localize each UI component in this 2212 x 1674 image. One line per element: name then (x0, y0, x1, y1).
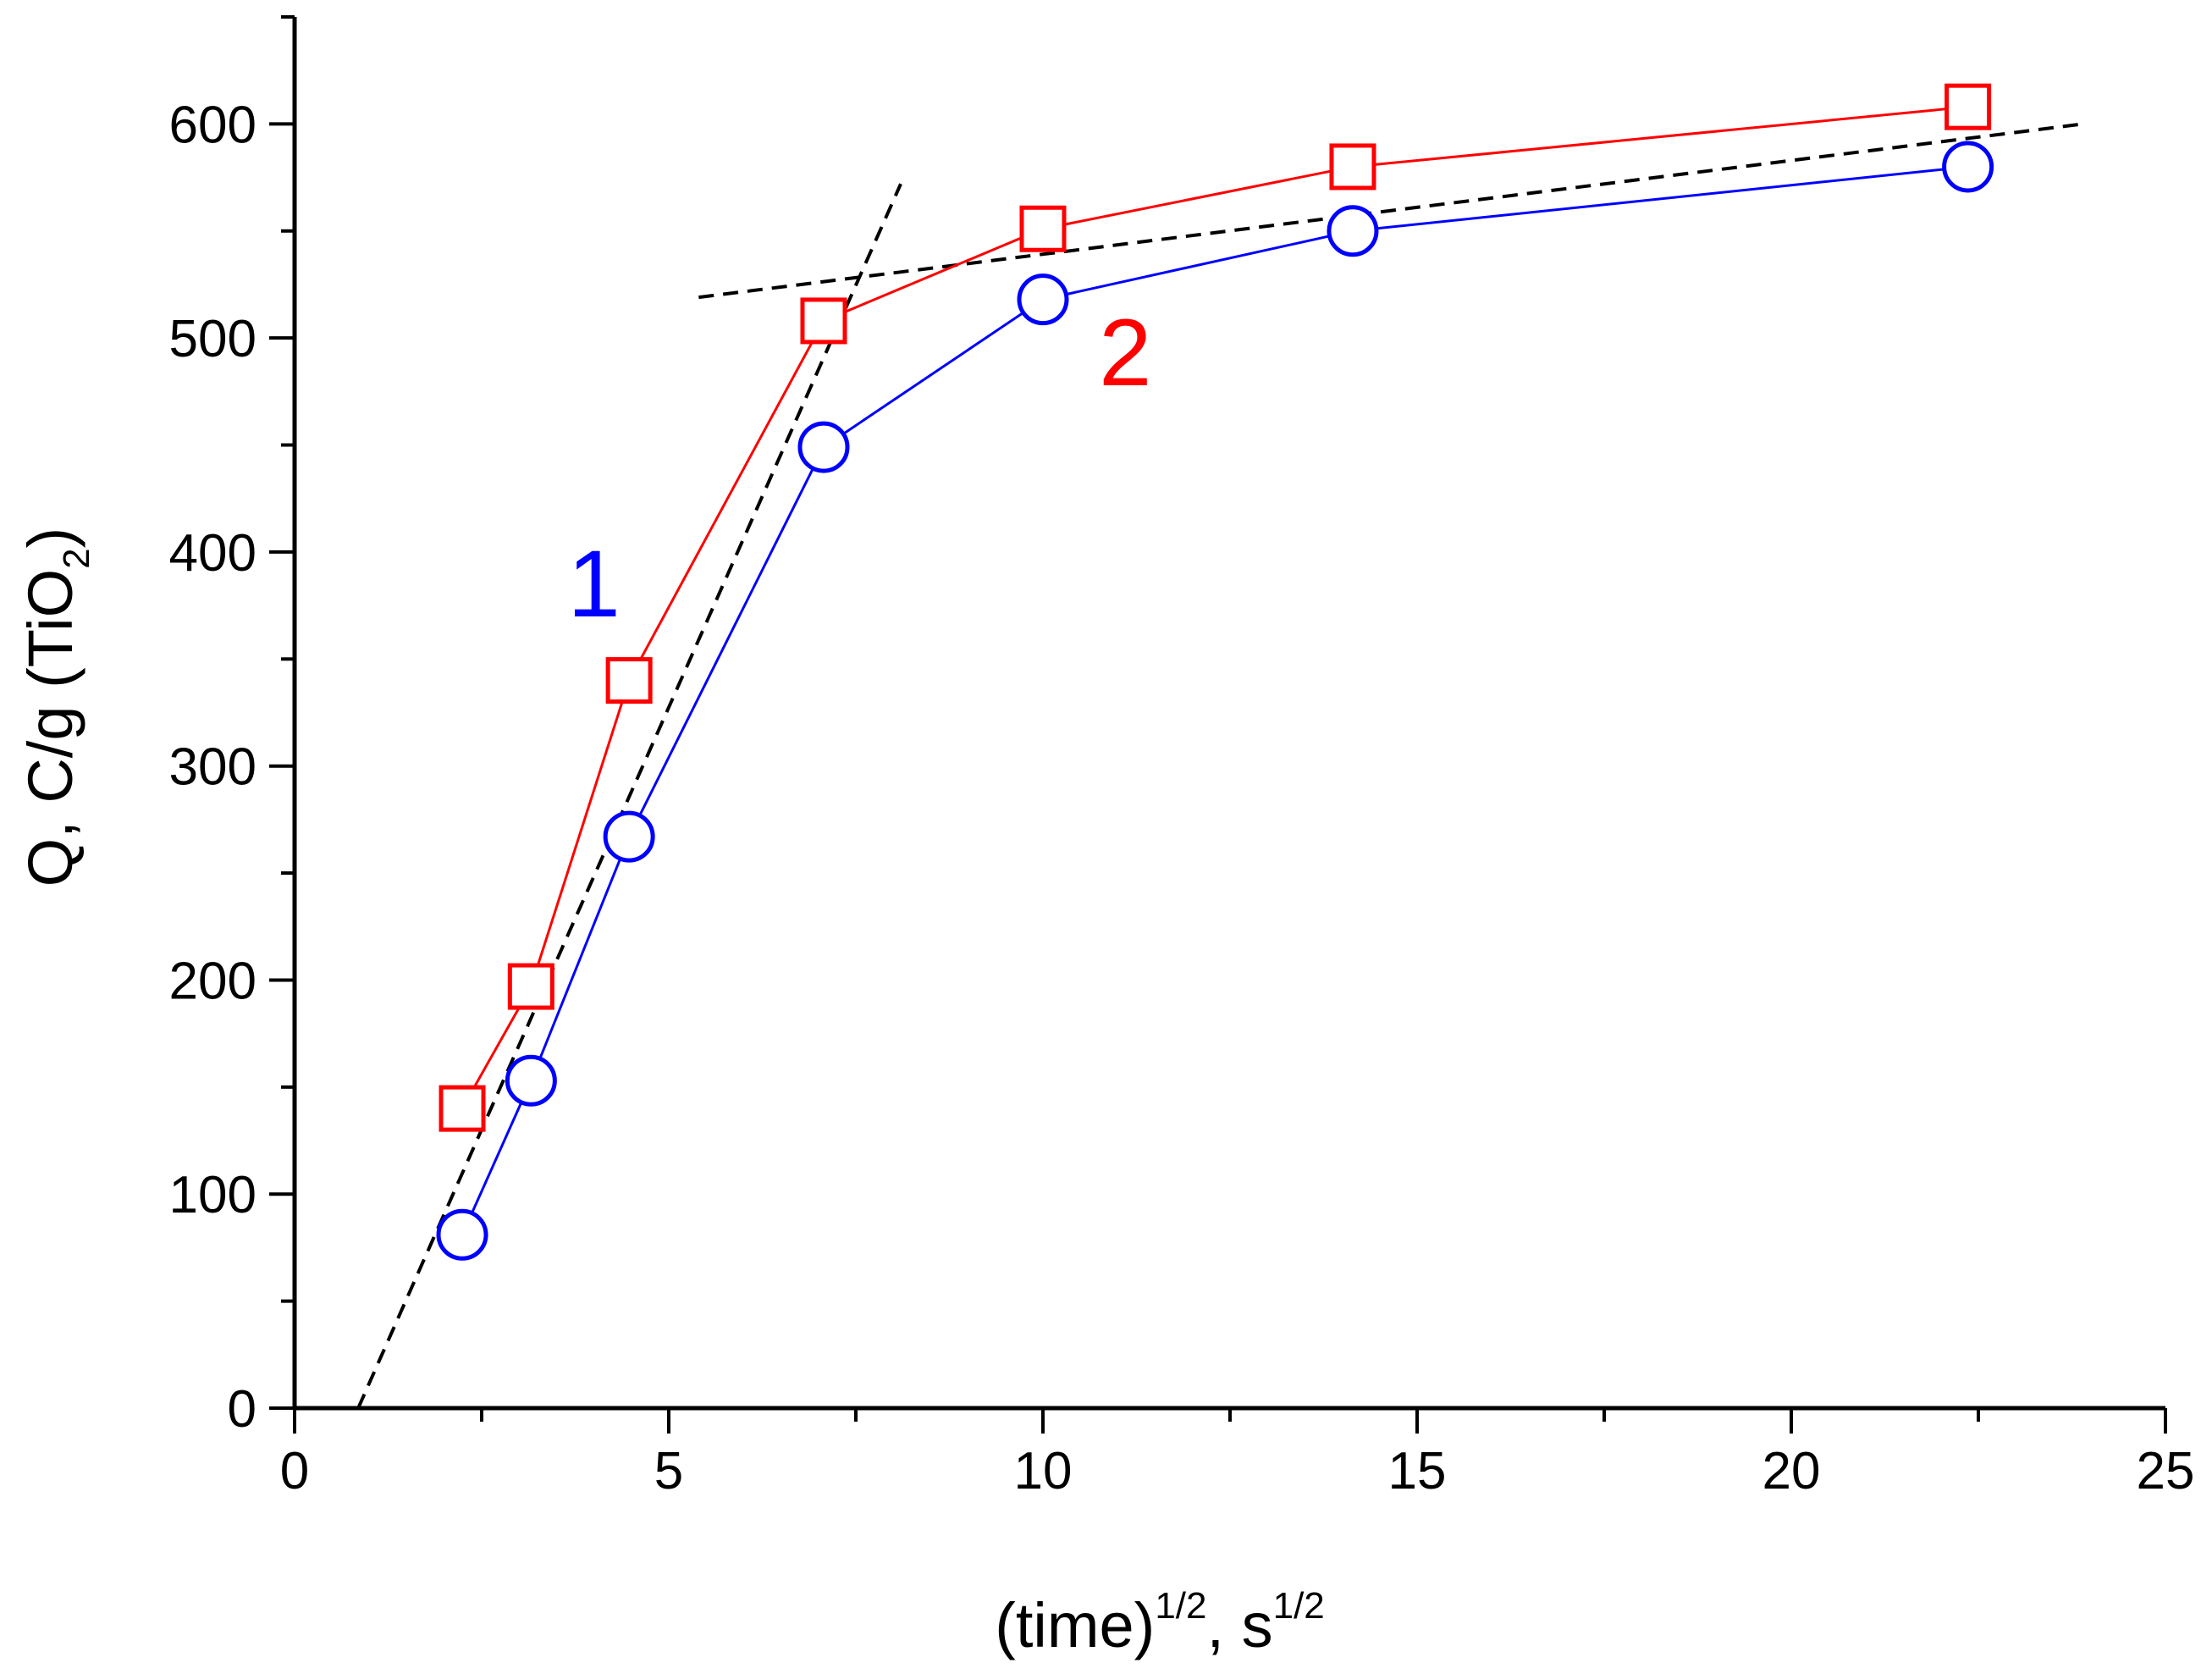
series-1-point (1017, 273, 1069, 326)
x-axis-title-sup1: 1/2 (1155, 1585, 1206, 1627)
x-axis-title-sep: , s (1206, 1590, 1272, 1660)
series-1-point (603, 810, 655, 863)
series-2-point (507, 963, 554, 1010)
series-2-point (1944, 83, 1992, 130)
series-2-point (439, 1085, 486, 1132)
x-tick-label: 20 (1762, 1442, 1821, 1500)
y-tick-label: 100 (169, 1166, 257, 1224)
x-axis-title-sup2: 1/2 (1273, 1585, 1325, 1627)
x-tick-label: 15 (1388, 1442, 1447, 1500)
ticks (269, 15, 2167, 1434)
series-1-line (461, 165, 1968, 1235)
x-tick-label: 10 (1014, 1442, 1073, 1500)
y-axis-title-sub: 2 (56, 548, 97, 568)
fit-lines (356, 122, 2084, 1409)
initial-slope-fit-line (356, 183, 902, 1409)
series-1-point (505, 1054, 557, 1107)
x-tick-label: 25 (2137, 1442, 2195, 1500)
series-1-point (797, 421, 850, 473)
series-1-point (1942, 141, 1994, 193)
series-1-point (1327, 205, 1379, 257)
y-tick-label: 500 (169, 310, 257, 368)
series-2-label: 2 (1099, 300, 1151, 406)
tick-labels: 0 5 10 15 20 25 0 100 200 300 400 500 600 (169, 96, 2195, 1500)
plateau-fit-line (698, 122, 2084, 300)
series-2-point (1329, 143, 1376, 191)
series-2-point (1019, 205, 1067, 252)
x-axis-title: (time)1/2, s1/2 (995, 1585, 1325, 1660)
series-2-line (461, 105, 1968, 1109)
axes (292, 17, 2165, 1411)
x-tick-label: 0 (280, 1442, 309, 1500)
y-tick-label: 300 (169, 738, 257, 797)
series-2-point (800, 297, 847, 345)
series-1-label: 1 (567, 531, 620, 637)
y-tick-label: 0 (228, 1380, 257, 1439)
series-1-point (436, 1208, 488, 1261)
series-labels: 12 (567, 300, 1151, 637)
x-axis-title-main: (time) (995, 1590, 1155, 1660)
y-tick-label: 200 (169, 952, 257, 1010)
y-axis-title-main: Q, C/g (TiO (15, 569, 86, 887)
y-axis-title: Q, C/g (TiO2) (15, 528, 97, 887)
x-tick-label: 5 (654, 1442, 683, 1500)
series (436, 83, 1994, 1261)
y-tick-label: 600 (169, 96, 257, 154)
series-2-point (605, 657, 653, 704)
y-axis-title-close: ) (15, 528, 86, 549)
y-tick-label: 400 (169, 524, 257, 583)
